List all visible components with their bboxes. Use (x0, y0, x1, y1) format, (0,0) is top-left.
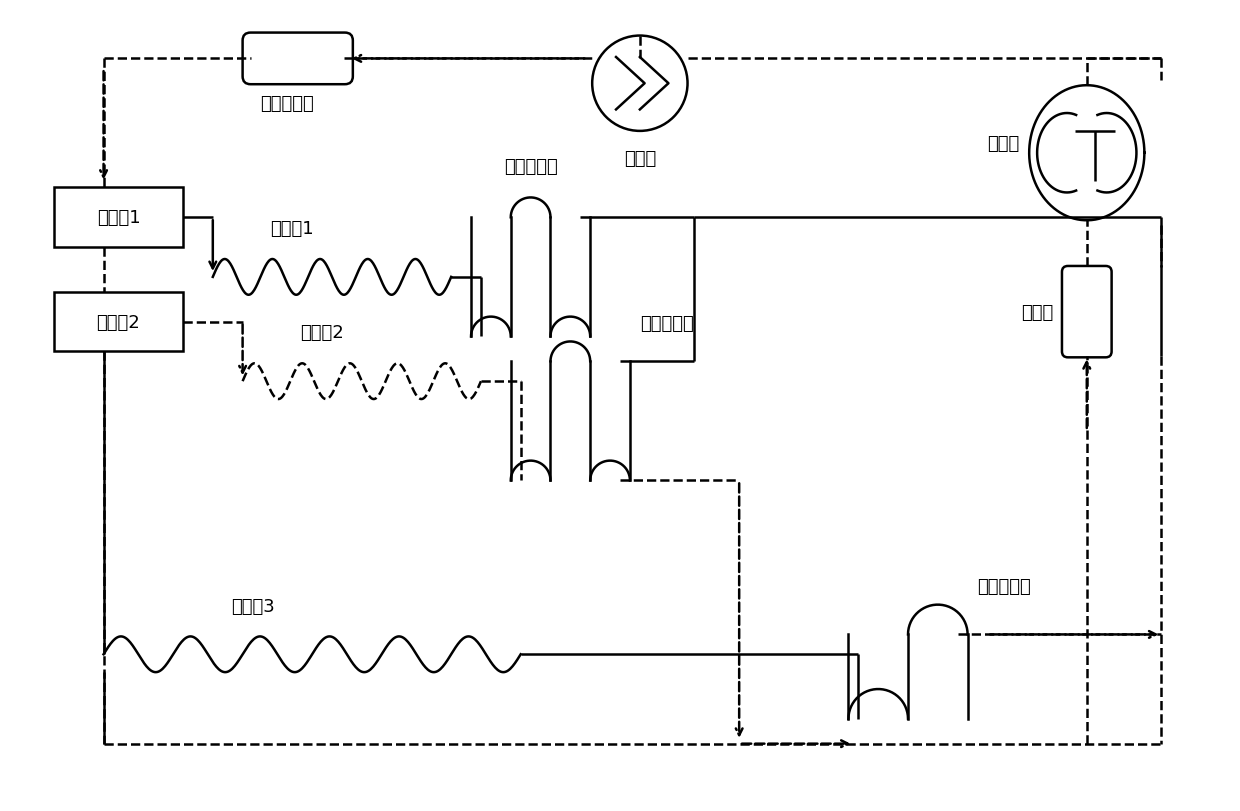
Text: 毛细管3: 毛细管3 (231, 597, 274, 615)
Text: 冷冻蒸发器: 冷冻蒸发器 (977, 577, 1032, 595)
Bar (53, 293, 184, 352)
Text: 干燥过滤器: 干燥过滤器 (260, 95, 314, 113)
Text: 毛细管2: 毛细管2 (300, 324, 343, 342)
Text: 电磁阀2: 电磁阀2 (97, 313, 140, 331)
Text: 冷藏蒸发器: 冷藏蒸发器 (640, 314, 693, 332)
Text: 储液器: 储液器 (1021, 303, 1053, 321)
Text: 冷凝器: 冷凝器 (624, 149, 656, 168)
Text: 电磁阀1: 电磁阀1 (97, 209, 140, 227)
Text: 压缩机: 压缩机 (987, 135, 1019, 152)
Text: 毛细管1: 毛细管1 (270, 220, 314, 238)
Text: 酒区蒸发器: 酒区蒸发器 (503, 157, 558, 175)
Bar (53, 188, 184, 248)
